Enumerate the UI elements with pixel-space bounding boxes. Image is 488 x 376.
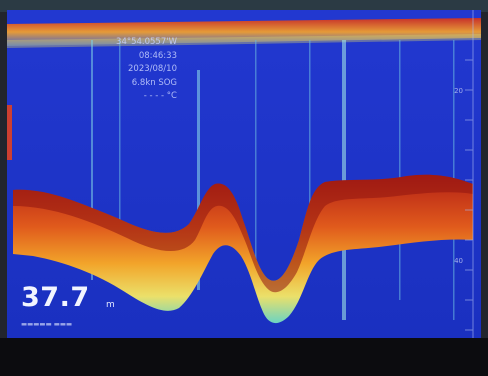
- depth-value: 37.7: [21, 282, 90, 313]
- longitude-readout: 34°54.0557'W: [116, 37, 177, 47]
- color-scale-bar: [7, 105, 12, 160]
- scale-label-20: 20: [454, 87, 463, 95]
- time-readout: 08:46:33: [138, 50, 177, 61]
- depth-caption-blur: ▬▬▬▬▬ ▬▬▬: [21, 320, 73, 328]
- temperature-readout: - - - - °C: [143, 91, 177, 101]
- water-column: [7, 10, 481, 340]
- scale-label-40: 40: [454, 257, 463, 265]
- fishfinder-screen: 34°54.0557'W 08:46:33 2023/08/10 6.8kn S…: [7, 10, 481, 340]
- monitor-top-bezel: [0, 0, 488, 12]
- speed-readout: 6.8kn SOG: [131, 77, 177, 88]
- monitor-bottom-bezel: [0, 338, 488, 376]
- depth-unit: m: [106, 300, 115, 310]
- date-readout: 2023/08/10: [128, 64, 177, 74]
- seabed-echo: [13, 174, 473, 324]
- depth-scale: [465, 10, 474, 340]
- surface-band: [7, 18, 481, 46]
- echogram: [7, 10, 481, 340]
- nav-readout: 34°54.0557'W 08:46:33 2023/08/10 6.8kn S…: [67, 36, 177, 104]
